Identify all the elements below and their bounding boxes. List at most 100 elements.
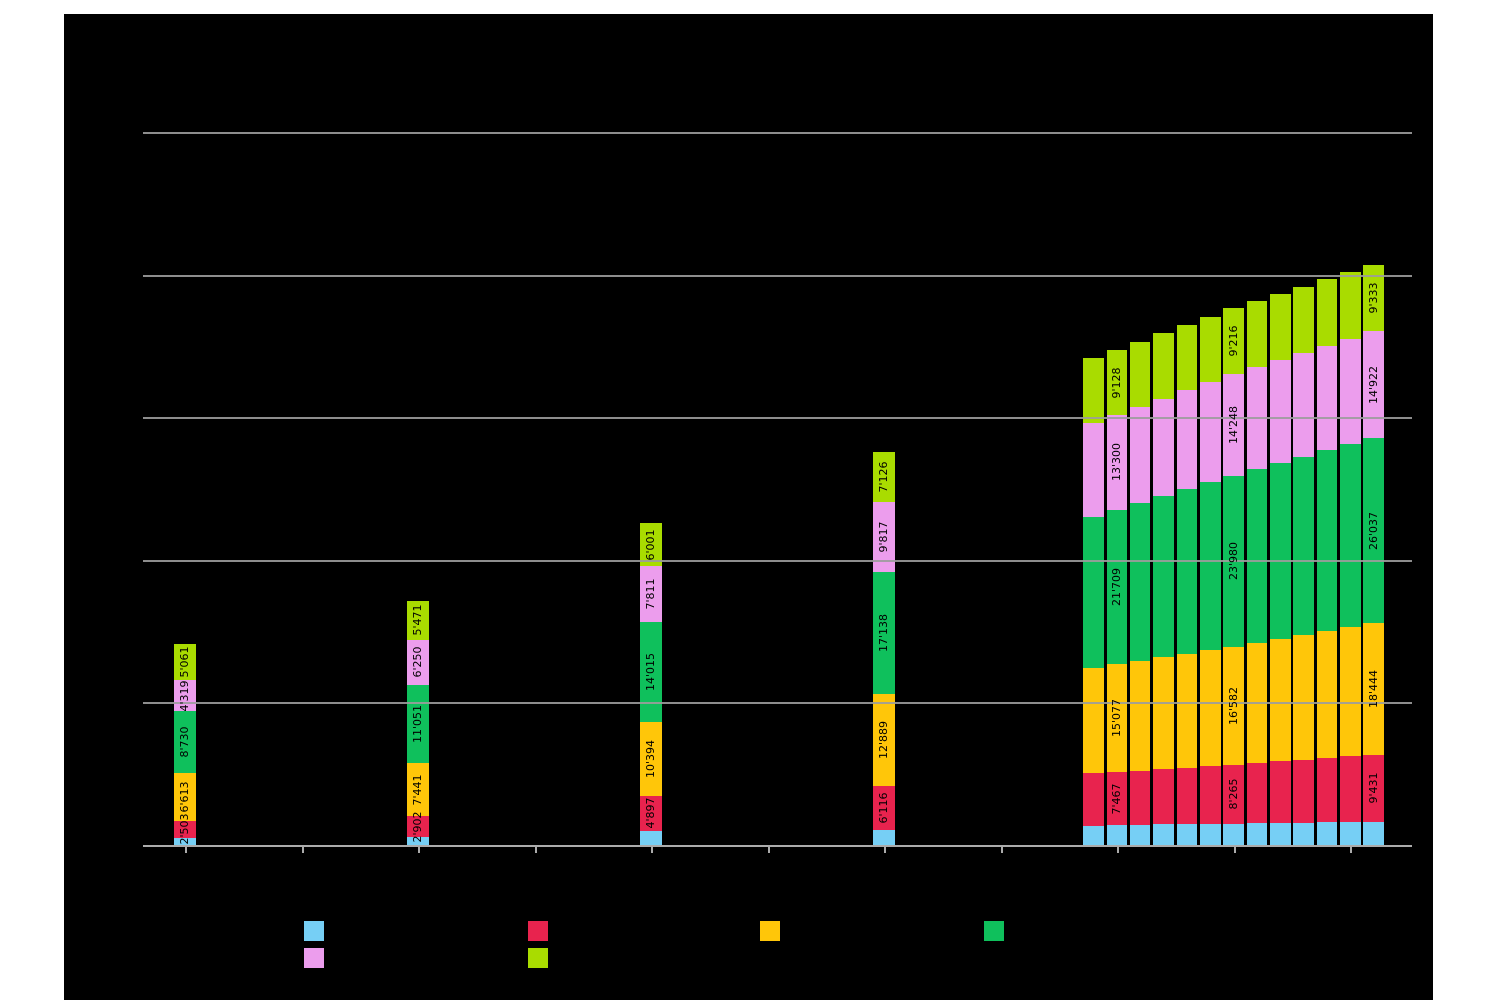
bar-segment-red	[1176, 767, 1198, 825]
bar-segment-yellow	[174, 773, 196, 821]
bar-value-label: 16'582	[1226, 686, 1240, 725]
bar-segment-yellowgreen	[1106, 350, 1128, 416]
bar-segment-red	[407, 816, 429, 837]
bar-segment-yellow	[1270, 638, 1291, 762]
bar-segment-yellowgreen	[1340, 272, 1361, 339]
bar-segment-green	[1363, 437, 1384, 624]
bar-segment-green	[407, 684, 429, 764]
bar-segment-red	[1270, 761, 1291, 823]
bar-segment-red	[640, 795, 662, 831]
bar-segment-yellowgreen	[1316, 279, 1338, 346]
x-axis-tick	[301, 846, 304, 853]
bar-segment-violet	[1293, 352, 1314, 457]
bar-segment-violet	[1176, 390, 1198, 490]
bar-segment-lightblue	[1223, 823, 1244, 846]
x-axis-tick	[185, 846, 187, 853]
x-axis-tick	[418, 846, 420, 853]
x-axis-tick	[1233, 846, 1236, 853]
bar-segment-red	[873, 786, 895, 830]
bar-segment-lightblue	[1316, 822, 1338, 846]
bar-segment-red	[1246, 762, 1268, 824]
y-gridline	[143, 274, 1412, 277]
bar-segment-yellow	[1223, 646, 1244, 765]
y-gridline	[143, 132, 1412, 134]
bar-segment-green	[1153, 496, 1174, 658]
bar-segment-yellowgreen	[407, 601, 429, 640]
bar-segment-red	[174, 820, 196, 839]
bar-segment-lightblue	[1083, 825, 1104, 846]
x-axis-tick	[1117, 846, 1119, 853]
bar-value-label: 7'126	[877, 461, 890, 493]
bar-value-label: 15'077	[1109, 699, 1123, 738]
x-axis-tick	[1350, 846, 1352, 853]
bar-value-label: 21'709	[1109, 568, 1123, 607]
bar-segment-lightblue	[1246, 823, 1268, 846]
legend-swatch-yellow	[760, 921, 780, 941]
bar-segment-green	[873, 572, 895, 695]
bar-segment-yellowgreen	[640, 523, 662, 567]
bar-segment-green	[174, 711, 196, 774]
bar-segment-violet	[1153, 398, 1174, 497]
bar-segment-green	[1106, 509, 1128, 665]
x-axis-tick	[1000, 846, 1003, 853]
bar-segment-lightblue	[873, 829, 895, 846]
bar-segment-yellow	[1083, 668, 1104, 774]
x-axis-tick	[767, 846, 770, 853]
x-axis-tick	[534, 846, 537, 853]
bar-value-label: 18'444	[1366, 669, 1380, 709]
bar-segment-violet	[1129, 406, 1151, 504]
y-gridline	[143, 702, 1412, 704]
bar-segment-green	[1129, 503, 1151, 661]
bar-segment-lightblue	[1293, 822, 1314, 846]
bar-segment-yellow	[640, 721, 662, 796]
bar-segment-red	[1223, 764, 1244, 824]
bar-value-label: 26'037	[1366, 511, 1380, 550]
bar-segment-red	[1316, 758, 1338, 823]
bar-segment-yellowgreen	[1223, 308, 1244, 375]
bar-segment-yellow	[1200, 650, 1221, 767]
bar-segment-lightblue	[1129, 824, 1151, 846]
bar-segment-red	[1153, 769, 1174, 825]
bar-segment-violet	[1083, 423, 1104, 517]
bar-segment-red	[1340, 756, 1361, 823]
bar-segment-lightblue	[1153, 824, 1174, 846]
bar-segment-lightblue	[407, 836, 429, 846]
bar-segment-yellowgreen	[1200, 316, 1221, 383]
bar-segment-green	[1200, 482, 1221, 651]
bar-segment-yellow	[1106, 664, 1128, 772]
bar-segment-yellow	[1153, 657, 1174, 770]
bar-segment-violet	[1270, 360, 1291, 464]
y-gridline	[143, 417, 1412, 419]
bar-segment-green	[1316, 450, 1338, 632]
bar-segment-violet	[1316, 345, 1338, 451]
x-axis-tick	[651, 846, 653, 853]
bar-segment-yellowgreen	[174, 644, 196, 681]
bar-segment-green	[640, 621, 662, 722]
legend-swatch-yellowgreen	[528, 948, 548, 968]
bar-segment-green	[1246, 469, 1268, 643]
bar-segment-violet	[1200, 382, 1221, 483]
bar-segment-violet	[407, 639, 429, 685]
bar-segment-red	[1083, 773, 1104, 826]
bar-segment-lightblue	[1200, 823, 1221, 846]
bar-value-label: 9'333	[1366, 282, 1380, 314]
bar-segment-lightblue	[640, 830, 662, 846]
bar-value-label: 5'471	[411, 604, 424, 636]
bar-value-label: 5'061	[178, 646, 191, 678]
legend-swatch-lightblue	[304, 921, 324, 941]
bar-segment-yellowgreen	[1083, 358, 1104, 424]
bar-segment-yellow	[1340, 627, 1361, 757]
bar-segment-yellowgreen	[1153, 333, 1174, 399]
legend-swatch-violet	[304, 948, 324, 968]
bar-segment-red	[1363, 754, 1384, 822]
bar-segment-yellowgreen	[873, 451, 895, 503]
bar-segment-red	[1129, 770, 1151, 825]
bar-segment-green	[1340, 444, 1361, 628]
bar-segment-violet	[640, 566, 662, 622]
bar-segment-green	[1083, 516, 1104, 669]
bar-segment-violet	[1363, 331, 1384, 438]
chart-figure-canvas: 2'503 6'613 8'730 4'319 5'061 2'902 7'441 11'05…	[64, 14, 1433, 1000]
bar-segment-green	[1293, 456, 1314, 635]
x-axis-line	[143, 844, 1412, 847]
